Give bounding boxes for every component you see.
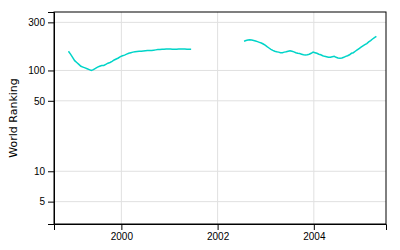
lines bbox=[68, 36, 376, 70]
plot-area: 2000 2002 2004 5 10 50 100 300 bbox=[28, 12, 386, 242]
grid-line bbox=[217, 12, 218, 224]
grid-line bbox=[121, 12, 122, 224]
grid-line bbox=[54, 70, 386, 71]
y-axis-title: World Ranking bbox=[7, 78, 20, 158]
chart: 2000 2002 2004 5 10 50 100 300 World Ranking bbox=[0, 0, 400, 250]
tick-label: 300 bbox=[28, 17, 45, 28]
line bbox=[244, 36, 376, 58]
tick: 2004 bbox=[303, 224, 326, 242]
plot-frame bbox=[54, 12, 386, 224]
tick-label: 2002 bbox=[207, 231, 230, 242]
grid bbox=[54, 12, 386, 224]
tick: 2000 bbox=[111, 224, 134, 242]
tick-mark bbox=[314, 224, 315, 230]
tick-mark bbox=[121, 224, 122, 230]
y-axis: 5 10 50 100 300 bbox=[28, 13, 54, 225]
axis-line bbox=[55, 225, 387, 231]
line bbox=[68, 49, 191, 70]
grid-line bbox=[54, 100, 386, 101]
tick-label: 5 bbox=[39, 196, 45, 207]
tick-mark bbox=[48, 101, 54, 102]
tick: 300 bbox=[28, 17, 54, 28]
x-axis: 2000 2002 2004 bbox=[55, 224, 387, 242]
tick: 50 bbox=[34, 96, 54, 107]
tick-mark bbox=[218, 224, 219, 230]
tick-label: 10 bbox=[34, 166, 46, 177]
tick-mark bbox=[48, 171, 54, 172]
tick-mark bbox=[48, 22, 54, 23]
grid-line bbox=[54, 171, 386, 172]
tick: 10 bbox=[34, 166, 54, 177]
tick-mark bbox=[48, 202, 54, 203]
tick-label: 2000 bbox=[111, 231, 134, 242]
tick-label: 50 bbox=[34, 96, 46, 107]
grid-line bbox=[54, 22, 386, 23]
grid-line bbox=[54, 201, 386, 202]
tick: 100 bbox=[28, 65, 54, 76]
tick: 5 bbox=[39, 196, 54, 207]
tick-label: 100 bbox=[28, 65, 45, 76]
tick-mark bbox=[48, 70, 54, 71]
tick-label: 2004 bbox=[303, 231, 326, 242]
tick: 2002 bbox=[207, 224, 230, 242]
grid-line bbox=[313, 12, 314, 224]
axis-line bbox=[48, 13, 55, 225]
